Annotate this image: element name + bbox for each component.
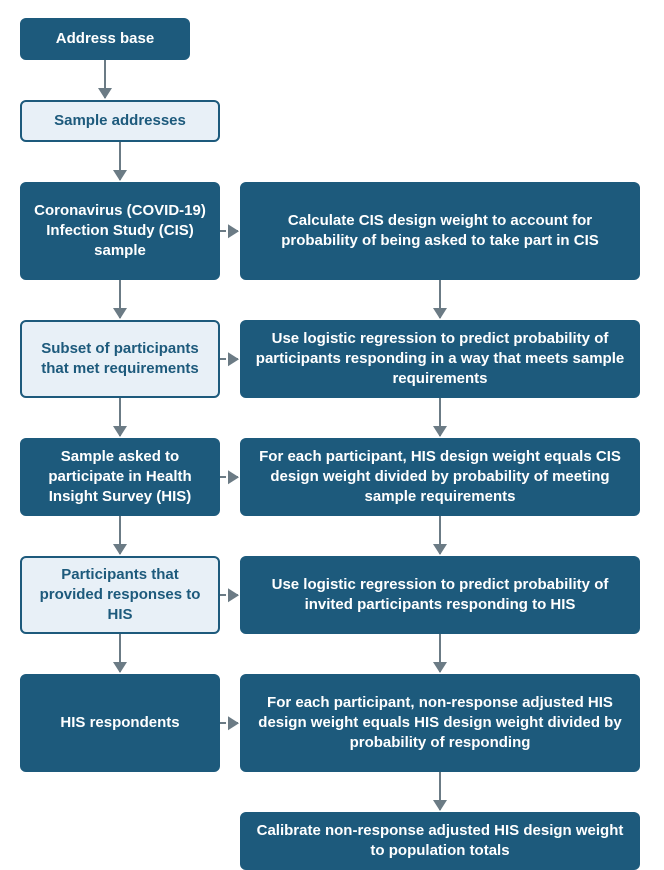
node-label: For each participant, non-response adjus… [254, 693, 626, 754]
node-subset-met-req: Subset of participants that met requirem… [20, 320, 220, 398]
node-label: Coronavirus (COVID-19) Infection Study (… [34, 201, 206, 262]
node-label: Sample addresses [54, 111, 186, 131]
arrow-down [439, 280, 442, 318]
arrow-right-dashed [220, 722, 238, 724]
node-sample-his: Sample asked to participate in Health In… [20, 438, 220, 516]
arrow-down [119, 398, 122, 436]
node-cis-sample: Coronavirus (COVID-19) Infection Study (… [20, 182, 220, 280]
node-label: Participants that provided responses to … [34, 565, 206, 626]
arrow-down [104, 60, 107, 98]
node-label: Calculate CIS design weight to account f… [254, 211, 626, 252]
node-logreg-respond-his: Use logistic regression to predict proba… [240, 556, 640, 634]
node-address-base: Address base [20, 18, 190, 60]
arrow-down [119, 634, 122, 672]
node-label: Use logistic regression to predict proba… [254, 575, 626, 616]
node-label: Use logistic regression to predict proba… [254, 329, 626, 390]
arrow-down [119, 516, 122, 554]
node-participants-responded: Participants that provided responses to … [20, 556, 220, 634]
arrow-down [439, 398, 442, 436]
node-label: For each participant, HIS design weight … [254, 447, 626, 508]
node-calc-cis-weight: Calculate CIS design weight to account f… [240, 182, 640, 280]
node-sample-addresses: Sample addresses [20, 100, 220, 142]
node-logreg-meet-req: Use logistic regression to predict proba… [240, 320, 640, 398]
node-his-weight-calc: For each participant, HIS design weight … [240, 438, 640, 516]
arrow-right-dashed [220, 230, 238, 232]
node-label: Subset of participants that met requirem… [34, 339, 206, 380]
arrow-right-dashed [220, 594, 238, 596]
node-label: Calibrate non-response adjusted HIS desi… [254, 821, 626, 862]
arrow-down [119, 142, 122, 180]
node-calibrate: Calibrate non-response adjusted HIS desi… [240, 812, 640, 870]
node-label: HIS respondents [60, 713, 179, 733]
arrow-right-dashed [220, 358, 238, 360]
arrow-down [119, 280, 122, 318]
arrow-down [439, 772, 442, 810]
node-nonresp-adj-weight: For each participant, non-response adjus… [240, 674, 640, 772]
node-label: Address base [56, 29, 154, 49]
arrow-down [439, 634, 442, 672]
arrow-right-dashed [220, 476, 238, 478]
node-label: Sample asked to participate in Health In… [34, 447, 206, 508]
node-his-respondents: HIS respondents [20, 674, 220, 772]
arrow-down [439, 516, 442, 554]
